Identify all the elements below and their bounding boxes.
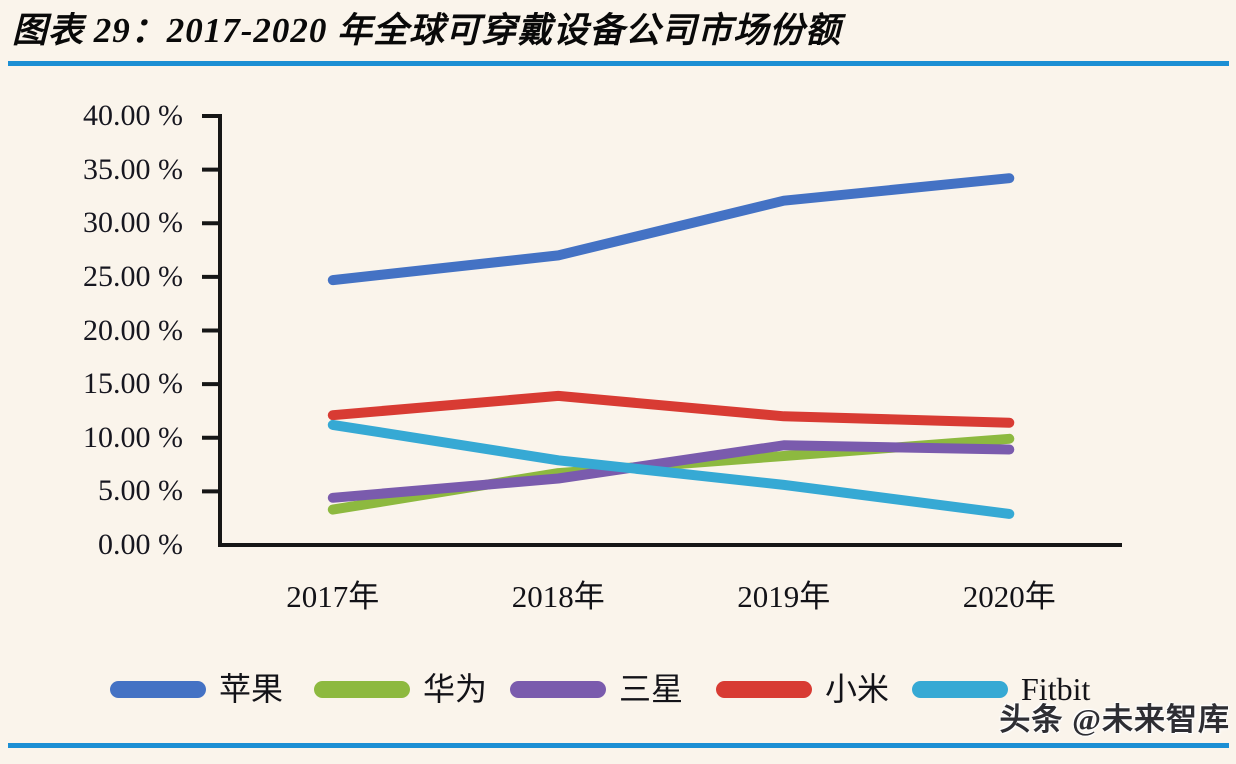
- y-axis-label: 40.00 %: [83, 99, 183, 132]
- y-axis-label: 35.00 %: [83, 152, 183, 186]
- legend-item-xiaomi: 小米: [716, 672, 889, 706]
- series-line-xiaomi: [327, 390, 1015, 428]
- legend-label-fitbit: Fitbit: [1021, 671, 1091, 707]
- y-axis-label: 10.00 %: [83, 420, 183, 454]
- legend-label-huawei: 华为: [423, 671, 488, 707]
- x-axis-label: 2017年: [286, 579, 380, 614]
- y-axis-label: 0.00 %: [98, 528, 183, 561]
- legend-swatch-xiaomi: [716, 680, 812, 698]
- legend-swatch-huawei: [314, 680, 410, 698]
- x-axis-label: 2019年: [737, 579, 831, 614]
- y-axis-label: 5.00 %: [98, 474, 183, 508]
- legend-label-apple: 苹果: [219, 671, 284, 707]
- y-axis-label: 25.00 %: [83, 259, 183, 293]
- axis-lines: [218, 114, 1122, 547]
- x-axis-label: 2018年: [511, 579, 605, 614]
- legend-item-apple: 苹果: [110, 672, 283, 706]
- legend-item-fitbit: Fitbit: [912, 672, 1090, 706]
- watermark: 头条 @未来智库: [999, 702, 1230, 737]
- series-line-samsung: [327, 440, 1015, 503]
- y-axis-label: 15.00 %: [83, 367, 183, 401]
- series-line-apple: [327, 173, 1015, 286]
- title-underline-rule: [8, 61, 1229, 66]
- legend-swatch-apple: [110, 680, 206, 698]
- page-title: 图表 29：2017-2020 年全球可穿戴设备公司市场份额: [12, 11, 842, 50]
- bottom-rule: [8, 743, 1229, 748]
- legend-label-samsung: 三星: [619, 671, 684, 707]
- legend-label-xiaomi: 小米: [825, 671, 890, 707]
- legend-swatch-fitbit: [912, 680, 1008, 698]
- legend-swatch-samsung: [510, 680, 606, 698]
- series-line-fitbit: [327, 419, 1015, 519]
- x-axis-label: 2020年: [962, 579, 1056, 614]
- y-axis-label: 30.00 %: [83, 206, 183, 240]
- legend-item-samsung: 三星: [510, 672, 683, 706]
- legend-item-huawei: 华为: [314, 672, 487, 706]
- y-axis-label: 20.00 %: [83, 313, 183, 347]
